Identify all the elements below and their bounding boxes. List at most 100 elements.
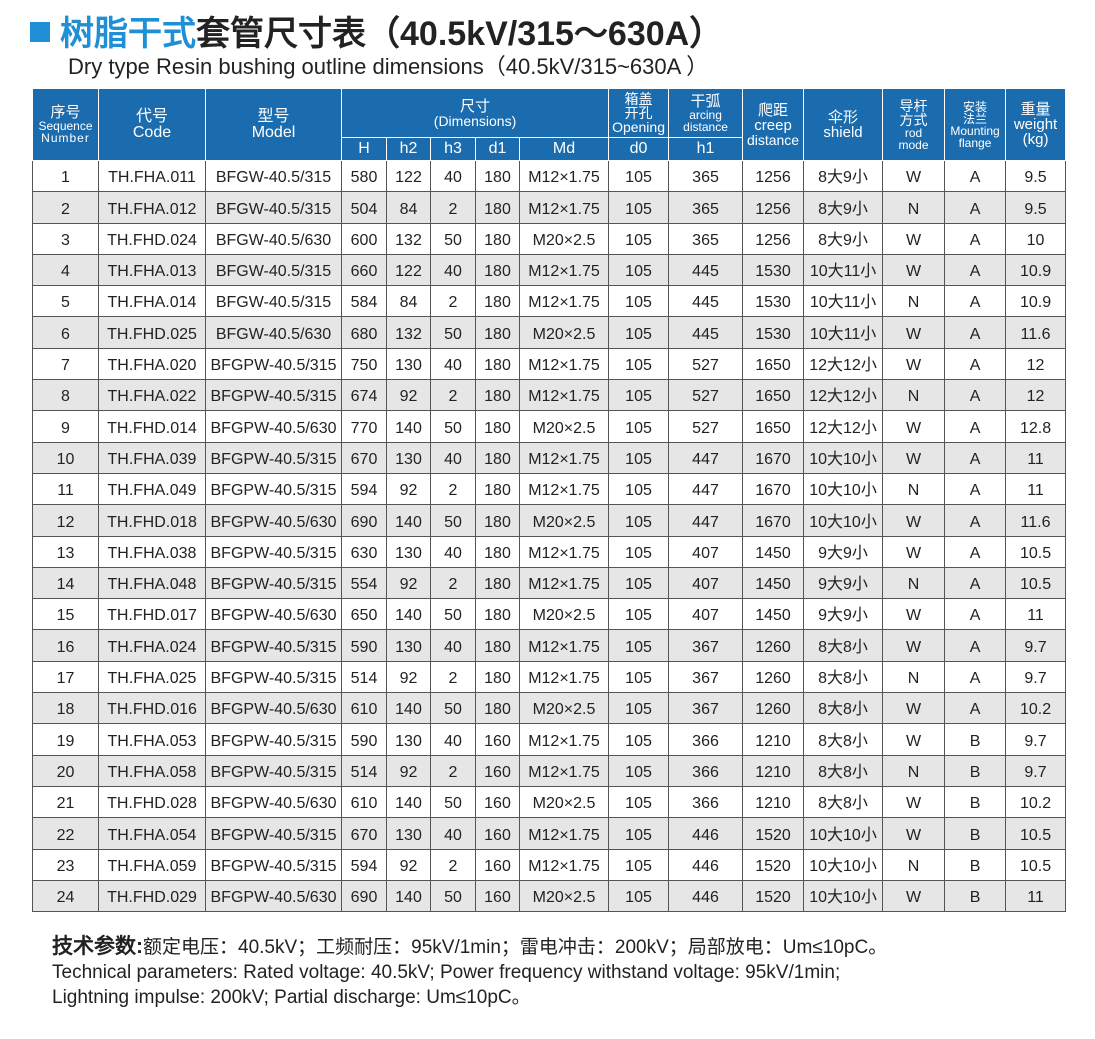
- cell-d0: 105: [608, 535, 670, 568]
- cell-shield: 10大10小: [803, 817, 884, 850]
- cell-seq: 18: [32, 692, 99, 725]
- cell-H: 590: [341, 629, 387, 662]
- cell-Md: M12×1.75: [518, 441, 610, 474]
- cell-h1: 447: [668, 504, 744, 537]
- cell-seq: 7: [32, 347, 99, 381]
- cell-Md: M12×1.75: [518, 191, 610, 224]
- header-creep: 爬距 creep distance: [742, 88, 805, 161]
- cell-h3: 50: [430, 316, 476, 349]
- notes-en-1: Technical parameters: Rated voltage: 40.…: [52, 962, 841, 983]
- cell-d0: 105: [608, 879, 670, 913]
- cell-h1: 445: [668, 285, 744, 318]
- cell-h2: 132: [386, 222, 431, 255]
- dimensions-table: 序号 Sequence Number 代号 Code 型号 Model 尺寸 (Dimen…: [32, 88, 1067, 913]
- header-Md: Md: [518, 137, 610, 161]
- cell-h1: 447: [668, 472, 744, 506]
- cell-code: TH.FHD.025: [98, 316, 206, 349]
- cell-H: 650: [341, 598, 387, 631]
- cell-h1: 446: [668, 879, 744, 913]
- cell-rod: W: [882, 723, 946, 756]
- cell-shield: 10大11小: [803, 253, 884, 287]
- table-row: 18 TH.FHD.016 BFGPW-40.5/630 610 140 50 180 M20…: [32, 692, 1067, 725]
- cell-H: 674: [341, 379, 387, 412]
- cell-weight: 9.7: [1005, 629, 1067, 662]
- cell-model: BFGPW-40.5/315: [205, 848, 342, 881]
- cell-d1: 160: [475, 848, 520, 881]
- cell-model: BFGW-40.5/315: [205, 191, 342, 224]
- cell-Md: M12×1.75: [518, 379, 610, 412]
- cell-code: TH.FHD.024: [98, 222, 206, 255]
- cell-rod: N: [882, 848, 946, 881]
- cell-H: 580: [341, 159, 387, 193]
- cell-weight: 11: [1005, 472, 1067, 506]
- cell-seq: 6: [32, 316, 99, 349]
- cell-seq: 1: [32, 159, 99, 193]
- cell-shield: 10大10小: [803, 879, 884, 913]
- cell-shield: 10大11小: [803, 285, 884, 318]
- cell-weight: 10.2: [1005, 692, 1067, 725]
- cell-code: TH.FHA.048: [98, 566, 206, 600]
- cell-creep: 1520: [742, 848, 805, 881]
- cell-seq: 14: [32, 566, 99, 600]
- cell-creep: 1530: [742, 316, 805, 349]
- cell-h3: 50: [430, 504, 476, 537]
- cell-d0: 105: [608, 817, 670, 850]
- page-subtitle: Dry type Resin bushing outline dimension…: [68, 54, 709, 79]
- cell-h2: 84: [386, 191, 431, 224]
- header-opening: 箱盖 开孔 Opening: [608, 88, 670, 138]
- cell-h1: 407: [668, 598, 744, 631]
- cell-model: BFGW-40.5/315: [205, 253, 342, 287]
- cell-h2: 140: [386, 879, 431, 913]
- cell-h1: 366: [668, 723, 744, 756]
- cell-shield: 12大12小: [803, 410, 884, 443]
- cell-shield: 9大9小: [803, 535, 884, 568]
- cell-rod: N: [882, 285, 946, 318]
- cell-rod: W: [882, 535, 946, 568]
- cell-rod: W: [882, 692, 946, 725]
- cell-flange: B: [944, 879, 1007, 913]
- cell-flange: B: [944, 754, 1007, 787]
- cell-weight: 10: [1005, 222, 1067, 255]
- header-h3: h3: [430, 137, 476, 161]
- cell-seq: 5: [32, 285, 99, 318]
- cell-Md: M20×2.5: [518, 879, 610, 913]
- table-row: 24 TH.FHD.029 BFGPW-40.5/630 690 140 50 160 M20…: [32, 879, 1067, 913]
- cell-flange: A: [944, 410, 1007, 443]
- cell-d0: 105: [608, 660, 670, 694]
- cell-weight: 10.5: [1005, 848, 1067, 881]
- cell-flange: A: [944, 566, 1007, 600]
- cell-code: TH.FHA.038: [98, 535, 206, 568]
- cell-flange: A: [944, 504, 1007, 537]
- cell-creep: 1530: [742, 253, 805, 287]
- cell-H: 750: [341, 347, 387, 381]
- cell-H: 660: [341, 253, 387, 287]
- cell-h2: 130: [386, 347, 431, 381]
- cell-d0: 105: [608, 347, 670, 381]
- cell-flange: A: [944, 660, 1007, 694]
- cell-weight: 11.6: [1005, 316, 1067, 349]
- cell-rod: W: [882, 598, 946, 631]
- cell-h2: 122: [386, 159, 431, 193]
- cell-creep: 1670: [742, 472, 805, 506]
- cell-code: TH.FHA.022: [98, 379, 206, 412]
- cell-H: 690: [341, 879, 387, 913]
- cell-Md: M12×1.75: [518, 472, 610, 506]
- cell-h2: 130: [386, 535, 431, 568]
- cell-flange: A: [944, 347, 1007, 381]
- cell-d1: 180: [475, 379, 520, 412]
- cell-weight: 12: [1005, 379, 1067, 412]
- cell-Md: M12×1.75: [518, 253, 610, 287]
- cell-shield: 12大12小: [803, 379, 884, 412]
- header-model: 型号 Model: [205, 88, 342, 161]
- cell-model: BFGPW-40.5/315: [205, 566, 342, 600]
- cell-shield: 8大8小: [803, 692, 884, 725]
- table-row: 20 TH.FHA.058 BFGPW-40.5/315 514 92 2 160 M12×1…: [32, 754, 1067, 787]
- cell-rod: W: [882, 222, 946, 255]
- cell-h3: 2: [430, 472, 476, 506]
- cell-shield: 8大8小: [803, 629, 884, 662]
- cell-h2: 92: [386, 566, 431, 600]
- cell-seq: 21: [32, 785, 99, 819]
- cell-rod: W: [882, 253, 946, 287]
- table-row: 3 TH.FHD.024 BFGW-40.5/630 600 132 50 180 M20×2…: [32, 222, 1067, 255]
- cell-flange: A: [944, 472, 1007, 506]
